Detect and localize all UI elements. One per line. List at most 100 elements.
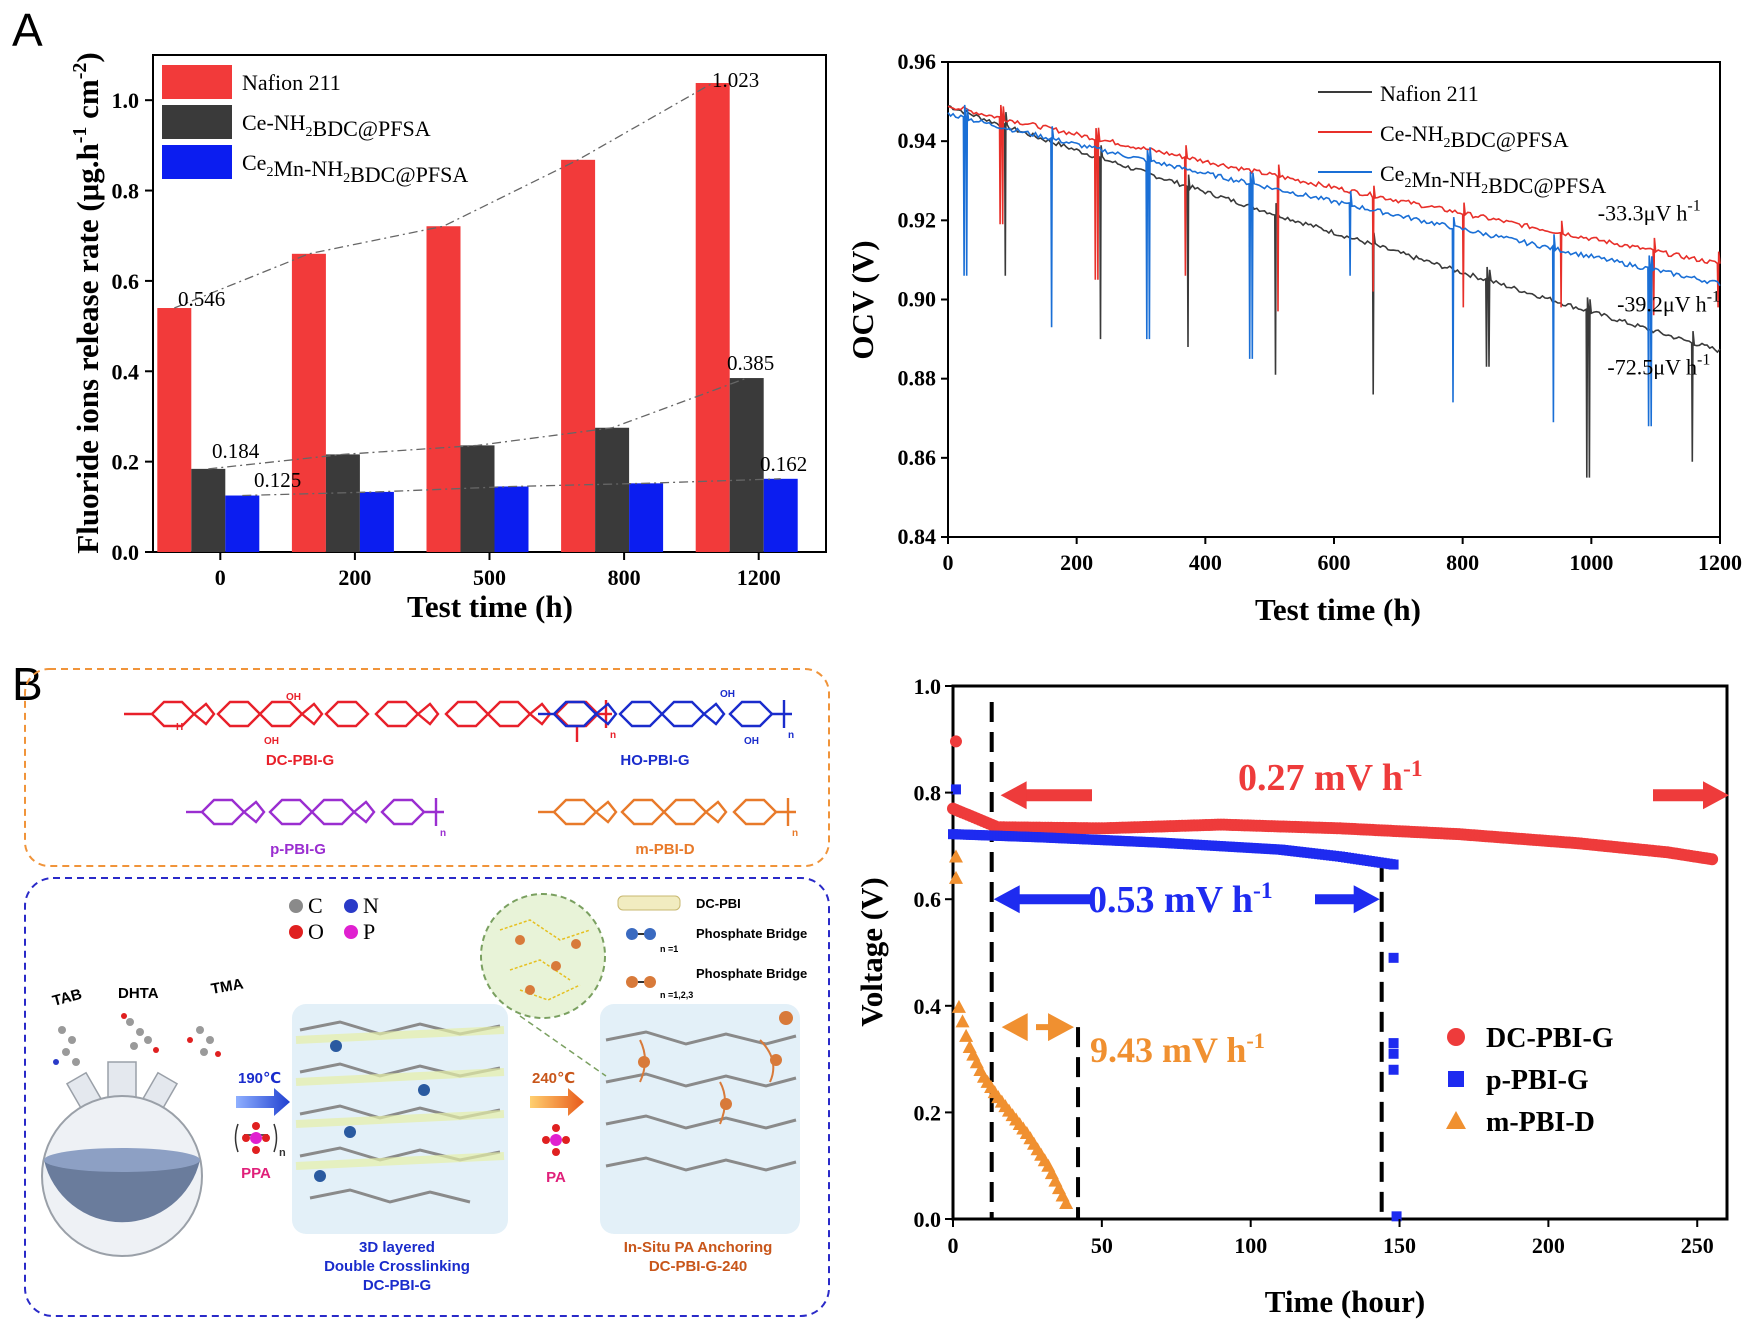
x-tick-label: 800 (1446, 550, 1479, 575)
polymer-oh-label: OH (286, 692, 301, 703)
rate-label: 9.43 mV h-1 (1090, 1028, 1265, 1070)
bar (325, 454, 360, 552)
legend-label: m-PBI-D (1486, 1107, 1595, 1138)
polymer-name-ho-pbi-g: HO-PBI-G (620, 752, 689, 769)
series-line (947, 104, 1721, 478)
ppa-molecule-icon (234, 1122, 278, 1154)
data-label: 0.385 (727, 351, 774, 375)
trend-line (174, 82, 714, 309)
step-arrow-240 (530, 1088, 584, 1116)
atom-label: C (308, 893, 323, 918)
data-point (948, 849, 963, 863)
polymer-n-label: n (788, 730, 794, 741)
rate-label: 0.27 mV h-1 (1238, 756, 1423, 799)
crosslinked-network-image (292, 1004, 508, 1234)
x-tick-label: 0 (948, 1233, 959, 1258)
y-tick-label: 0.6 (112, 269, 140, 294)
x-tick-label: 100 (1234, 1233, 1267, 1258)
bar (157, 308, 192, 552)
rate-arrow-right-head (1048, 1013, 1075, 1042)
data-point (949, 735, 962, 748)
right-caption-line: In-Situ PA Anchoring (624, 1239, 773, 1256)
data-point (1388, 1064, 1399, 1075)
data-point (1388, 859, 1399, 870)
y-axis-label: Fluoride ions release rate (μg.h-1 cm-2) (69, 52, 105, 553)
plot-frame (947, 61, 1721, 538)
m-pbi-d-structure (538, 798, 796, 826)
step-temperature: 240℃ (532, 1070, 575, 1087)
atom-n-icon (344, 899, 358, 913)
zoom-nodes (515, 935, 581, 995)
middle-caption-line: Double Crosslinking (324, 1258, 470, 1275)
atom-c-icon (289, 899, 303, 913)
legend-marker (1448, 1071, 1464, 1087)
rate-arrow-right-head (1703, 781, 1729, 810)
rate-arrow-left-head (1000, 781, 1027, 810)
legend-marker (1447, 1028, 1465, 1046)
y-tick-label: 1.0 (112, 88, 140, 113)
atom-label: O (308, 919, 324, 944)
y-tick-label: 0.2 (914, 1100, 942, 1125)
synthesis-schematic: H OH OH n OH OH n n (24, 668, 830, 1317)
dc-pbi-g-structure (124, 700, 612, 742)
fluoride-release-chart: 0.0 0.2 0.4 0.6 0.8 1.0 0 200 500 800 1200 Nafion … (69, 52, 827, 624)
y-tick-label: 1.0 (914, 674, 942, 699)
x-tick-label: 600 (1318, 550, 1351, 575)
y-tick-label: 0.96 (898, 49, 937, 74)
legend-label: Nafion 211 (1380, 81, 1479, 106)
polymer-nh-label: H (176, 722, 183, 733)
x-tick-label: 1200 (1698, 550, 1742, 575)
x-tick-label: 200 (1532, 1233, 1565, 1258)
key-label: Phosphate Bridge (696, 926, 807, 941)
x-tick-label: 250 (1681, 1233, 1714, 1258)
data-point (955, 1014, 970, 1028)
y-axis-label: Voltage (V) (854, 877, 889, 1027)
atom-label: N (363, 893, 379, 918)
bar (359, 491, 394, 552)
panel-label-a: A (12, 4, 43, 56)
zoom-circle (480, 893, 606, 1019)
data-label: 0.184 (212, 439, 260, 463)
middle-caption-line: 3D layered (359, 1239, 435, 1256)
x-tick-label: 0 (943, 550, 954, 575)
rate-arrow-left-head (993, 885, 1020, 914)
panel-label-b: B (12, 658, 43, 710)
right-caption-line: DC-PBI-G-240 (649, 1258, 747, 1275)
y-axis-label: OCV (V) (845, 240, 880, 359)
x-tick-label: 400 (1189, 550, 1222, 575)
plot-frame (951, 684, 1729, 1221)
middle-caption-line: DC-PBI-G (363, 1277, 431, 1294)
y-tick-label: 0.86 (898, 445, 937, 470)
legend-swatch (162, 145, 232, 179)
key-subscript: n =1,2,3 (660, 990, 693, 1000)
polymer-n-label: n (610, 730, 616, 741)
bar (595, 427, 630, 552)
step-temperature: 190℃ (238, 1070, 281, 1087)
atom-label: P (363, 919, 375, 944)
x-axis-label: Test time (h) (1255, 592, 1421, 627)
bar (426, 226, 461, 553)
key-phosphate-bridge-orange-icon (626, 976, 656, 988)
legend-label: Ce2Mn-NH2BDC@PFSA (1380, 161, 1606, 198)
data-point (1388, 1048, 1399, 1059)
bar (191, 468, 226, 552)
polymer-name-m-pbi-d: m-PBI-D (635, 841, 694, 858)
legend-marker (1446, 1111, 1466, 1129)
x-tick-label: 1200 (737, 565, 781, 590)
y-tick-label: 0.92 (898, 207, 937, 232)
rate-annotation: -33.3μV h-1 (1598, 197, 1701, 225)
rate-arrow-left-head (1001, 1013, 1028, 1042)
key-phosphate-bridge-blue-icon (626, 928, 656, 940)
p-pbi-g-structure (186, 798, 444, 826)
monomer-label: DHTA (118, 985, 159, 1002)
bar (695, 83, 730, 552)
key-subscript: n =1 (660, 944, 678, 954)
series-line (947, 104, 1721, 427)
bar (494, 486, 529, 552)
x-tick-label: 200 (338, 565, 371, 590)
legend-label: p-PBI-G (1486, 1065, 1589, 1096)
polymer-oh-label: OH (264, 736, 279, 747)
data-label: 0.125 (254, 468, 301, 492)
reaction-flask-icon (41, 1061, 203, 1257)
